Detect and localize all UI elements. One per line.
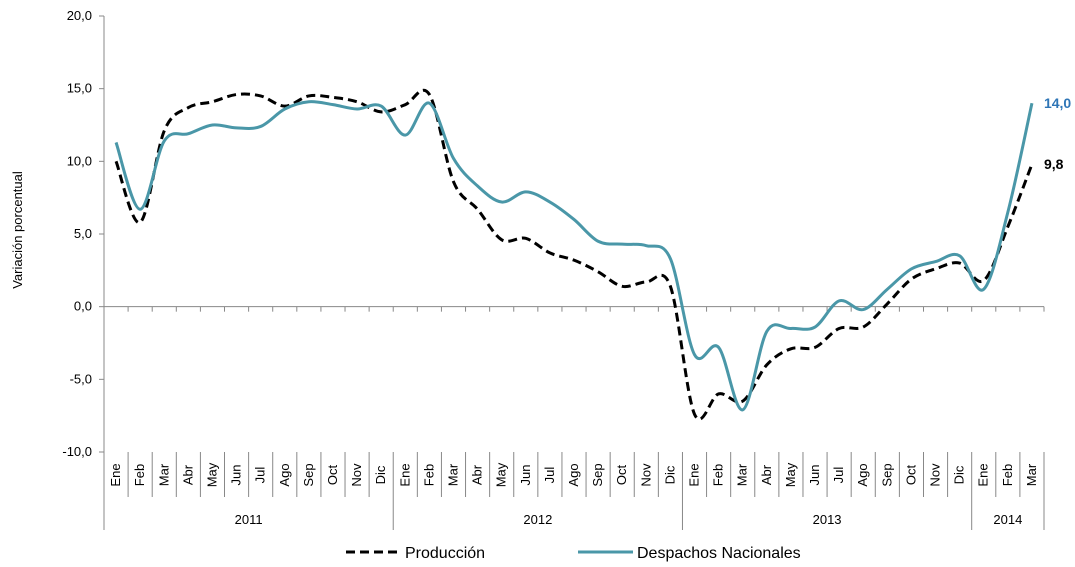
x-tick-label: Dic <box>662 465 677 484</box>
y-tick-label: -5,0 <box>70 371 92 386</box>
x-tick-label: Oct <box>614 465 629 486</box>
x-tick-label: Ene <box>976 463 991 486</box>
x-tick-label: Sep <box>879 463 894 486</box>
x-tick-label: Nov <box>638 463 653 487</box>
x-tick-label: Feb <box>711 464 726 486</box>
year-label: 2012 <box>523 512 552 527</box>
y-tick-label: -10,0 <box>62 444 92 459</box>
y-tick-label: 20,0 <box>67 8 92 23</box>
y-tick-label: 0,0 <box>74 299 92 314</box>
year-label: 2011 <box>235 512 263 527</box>
x-tick-label: Nov <box>349 463 364 487</box>
x-tick-label: Feb <box>421 464 436 486</box>
x-tick-label: Jul <box>253 467 268 484</box>
x-tick-label: Ene <box>108 463 123 486</box>
x-tick-label: May <box>783 462 798 487</box>
x-tick-label: Mar <box>156 463 171 486</box>
x-tick-label: Jun <box>229 465 244 486</box>
data-label: 9,8 <box>1044 156 1064 172</box>
x-tick-label: Ago <box>566 463 581 486</box>
x-tick-label: Mar <box>1024 463 1039 486</box>
x-tick-label: Ago <box>855 463 870 486</box>
x-tick-label: Jun <box>518 465 533 486</box>
x-tick-label: Jun <box>807 465 822 486</box>
line-series <box>114 100 1034 412</box>
x-tick-label: Mar <box>445 463 460 486</box>
legend-label: Despachos Nacionales <box>637 545 801 562</box>
x-tick-label: Jul <box>831 467 846 484</box>
year-label: 2013 <box>813 512 842 527</box>
x-tick-label: Dic <box>952 465 967 484</box>
x-tick-label: Sep <box>301 463 316 486</box>
x-tick-label: Feb <box>1000 464 1015 486</box>
x-tick-label: Dic <box>373 465 388 484</box>
x-tick-label: Jul <box>542 467 557 484</box>
x-tick-label: Ago <box>277 463 292 486</box>
x-tick-label: Nov <box>928 463 943 487</box>
y-axis-label: Variación porcentual <box>10 171 25 289</box>
x-tick-label: Sep <box>590 463 605 486</box>
x-tick-label: Feb <box>132 464 147 486</box>
y-tick-label: 15,0 <box>67 81 92 96</box>
x-tick-label: Abr <box>180 464 195 485</box>
x-tick-label: Abr <box>759 464 774 485</box>
line-series <box>114 88 1034 421</box>
legend-label: Producción <box>405 545 485 562</box>
x-tick-label: May <box>204 462 219 487</box>
x-tick-label: Oct <box>325 465 340 486</box>
y-tick-label: 5,0 <box>74 226 92 241</box>
x-tick-label: Mar <box>735 463 750 486</box>
year-label: 2014 <box>993 512 1022 527</box>
x-tick-label: Oct <box>903 465 918 486</box>
data-label: 14,0 <box>1044 95 1071 111</box>
x-tick-label: Ene <box>687 463 702 486</box>
y-tick-label: 10,0 <box>67 153 92 168</box>
x-tick-label: May <box>494 462 509 487</box>
x-tick-label: Ene <box>397 463 412 486</box>
x-tick-label: Abr <box>470 464 485 485</box>
